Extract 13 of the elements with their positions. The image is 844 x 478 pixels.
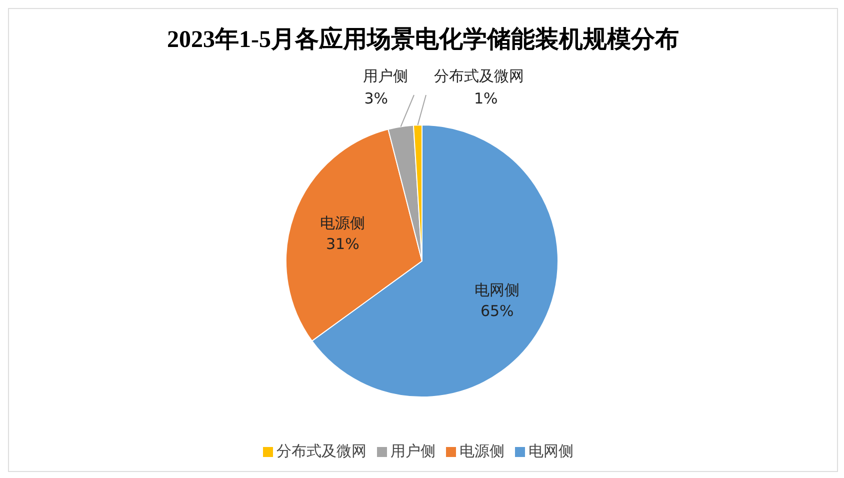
slice-label: 电网侧 bbox=[474, 280, 520, 299]
legend-label: 用户侧 bbox=[390, 442, 436, 460]
slice-label: 分布式及微网 bbox=[434, 67, 524, 85]
data-label: 3% bbox=[364, 90, 388, 108]
legend-label: 分布式及微网 bbox=[276, 442, 366, 460]
legend-label: 电源侧 bbox=[460, 442, 504, 460]
legend-label: 电网侧 bbox=[528, 442, 574, 460]
slice-label: 用户侧 bbox=[363, 67, 408, 85]
data-label: 31% bbox=[326, 234, 360, 253]
data-label: 65% bbox=[480, 302, 514, 320]
data-label: 1% bbox=[474, 90, 498, 108]
slice-label: 电源侧 bbox=[320, 214, 366, 232]
chart-title: 2023年1-5月各应用场景电化学储能装机规模分布 bbox=[166, 25, 680, 55]
